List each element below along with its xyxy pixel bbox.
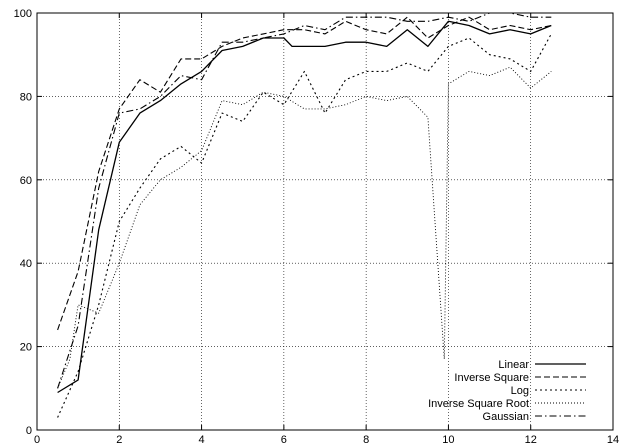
series-line-4	[57, 66, 552, 389]
x-tick-label: 8	[363, 434, 369, 446]
y-tick-label: 100	[14, 8, 32, 20]
legend-label-4: Inverse Square Root	[428, 398, 529, 410]
y-tick-label: 80	[20, 91, 32, 103]
plot-frame	[36, 12, 614, 431]
legend-label-5: Gaussian	[483, 411, 529, 423]
x-tick-label: 14	[607, 434, 619, 446]
x-tick-label: 2	[116, 434, 122, 446]
legend-label-2: Inverse Square	[454, 372, 529, 384]
x-tick-label: 6	[281, 434, 287, 446]
axes: 0 2 4 6 8 10 12 14 0 20 40 60 80 100	[14, 8, 619, 446]
y-tick-label: 60	[20, 175, 32, 187]
y-tick-label: 20	[20, 342, 32, 354]
series-line-2	[57, 16, 552, 331]
x-tick-label: 4	[199, 434, 205, 446]
x-tick-label: 0	[34, 434, 40, 446]
y-tick-label: 0	[26, 425, 32, 437]
legend-label-3: Log	[511, 385, 529, 397]
legend-label-1: Linear	[498, 359, 529, 371]
series-line-1	[57, 20, 552, 394]
x-tick-label: 10	[442, 434, 454, 446]
grid-lines	[37, 13, 613, 430]
x-tick-label: 12	[525, 434, 537, 446]
y-tick-label: 40	[20, 258, 32, 270]
series-lines	[57, 12, 552, 418]
series-line-3	[57, 33, 552, 418]
